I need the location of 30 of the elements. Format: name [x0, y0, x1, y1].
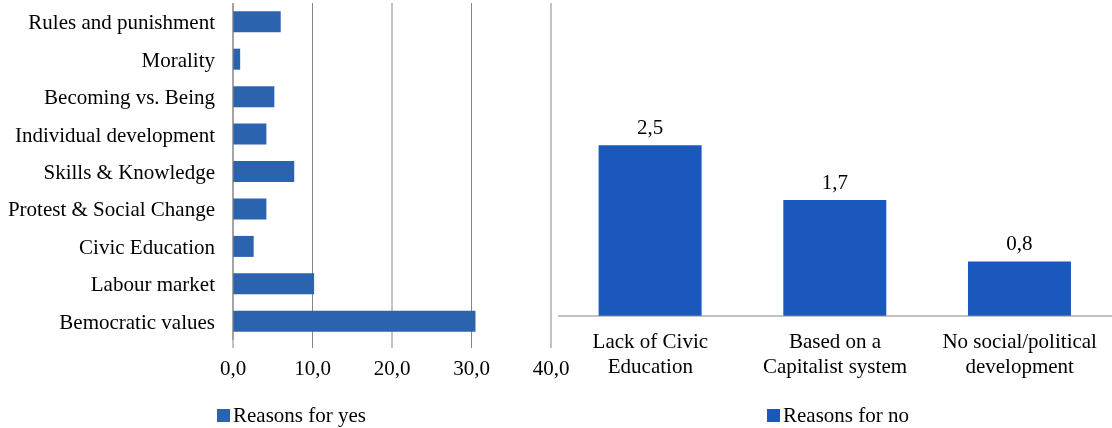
bar — [233, 123, 267, 145]
bar — [233, 86, 275, 108]
y-tick-label: Morality — [141, 47, 216, 72]
x-tick-label: 20,0 — [373, 355, 411, 380]
bar — [233, 235, 254, 257]
bar — [233, 310, 476, 332]
y-tick-label: Civic Education — [79, 234, 216, 259]
y-tick-label: Protest & Social Change — [7, 197, 215, 222]
y-tick-label: Skills & Knowledge — [43, 159, 215, 184]
x-tick-label: No social/political development — [942, 328, 1098, 379]
x-tick-label: Based on a Capitalist system — [762, 328, 908, 379]
y-tick-label: Rules and punishment — [28, 10, 216, 35]
y-tick-label: Labour market — [90, 272, 216, 297]
y-tick-label: Becoming vs. Being — [44, 85, 216, 110]
bar — [233, 198, 267, 220]
bar — [233, 11, 281, 33]
bar — [233, 273, 315, 295]
bar — [233, 161, 295, 183]
data-label: 2,5 — [637, 115, 664, 140]
x-tick-label: Lack of Civic Education — [592, 328, 709, 379]
legend-label: Reasons for yes — [233, 402, 366, 428]
data-label: 1,7 — [821, 169, 848, 194]
x-tick-label: 40,0 — [532, 355, 570, 380]
x-tick-label: 30,0 — [453, 355, 490, 380]
data-label: 0,8 — [1006, 231, 1033, 256]
y-tick-label: Bemocratic values — [59, 309, 215, 334]
legend-label: Reasons for no — [783, 402, 909, 428]
x-tick-label: 10,0 — [294, 355, 331, 380]
y-tick-label: Individual development — [14, 122, 216, 147]
x-tick-label: 0,0 — [219, 355, 247, 380]
